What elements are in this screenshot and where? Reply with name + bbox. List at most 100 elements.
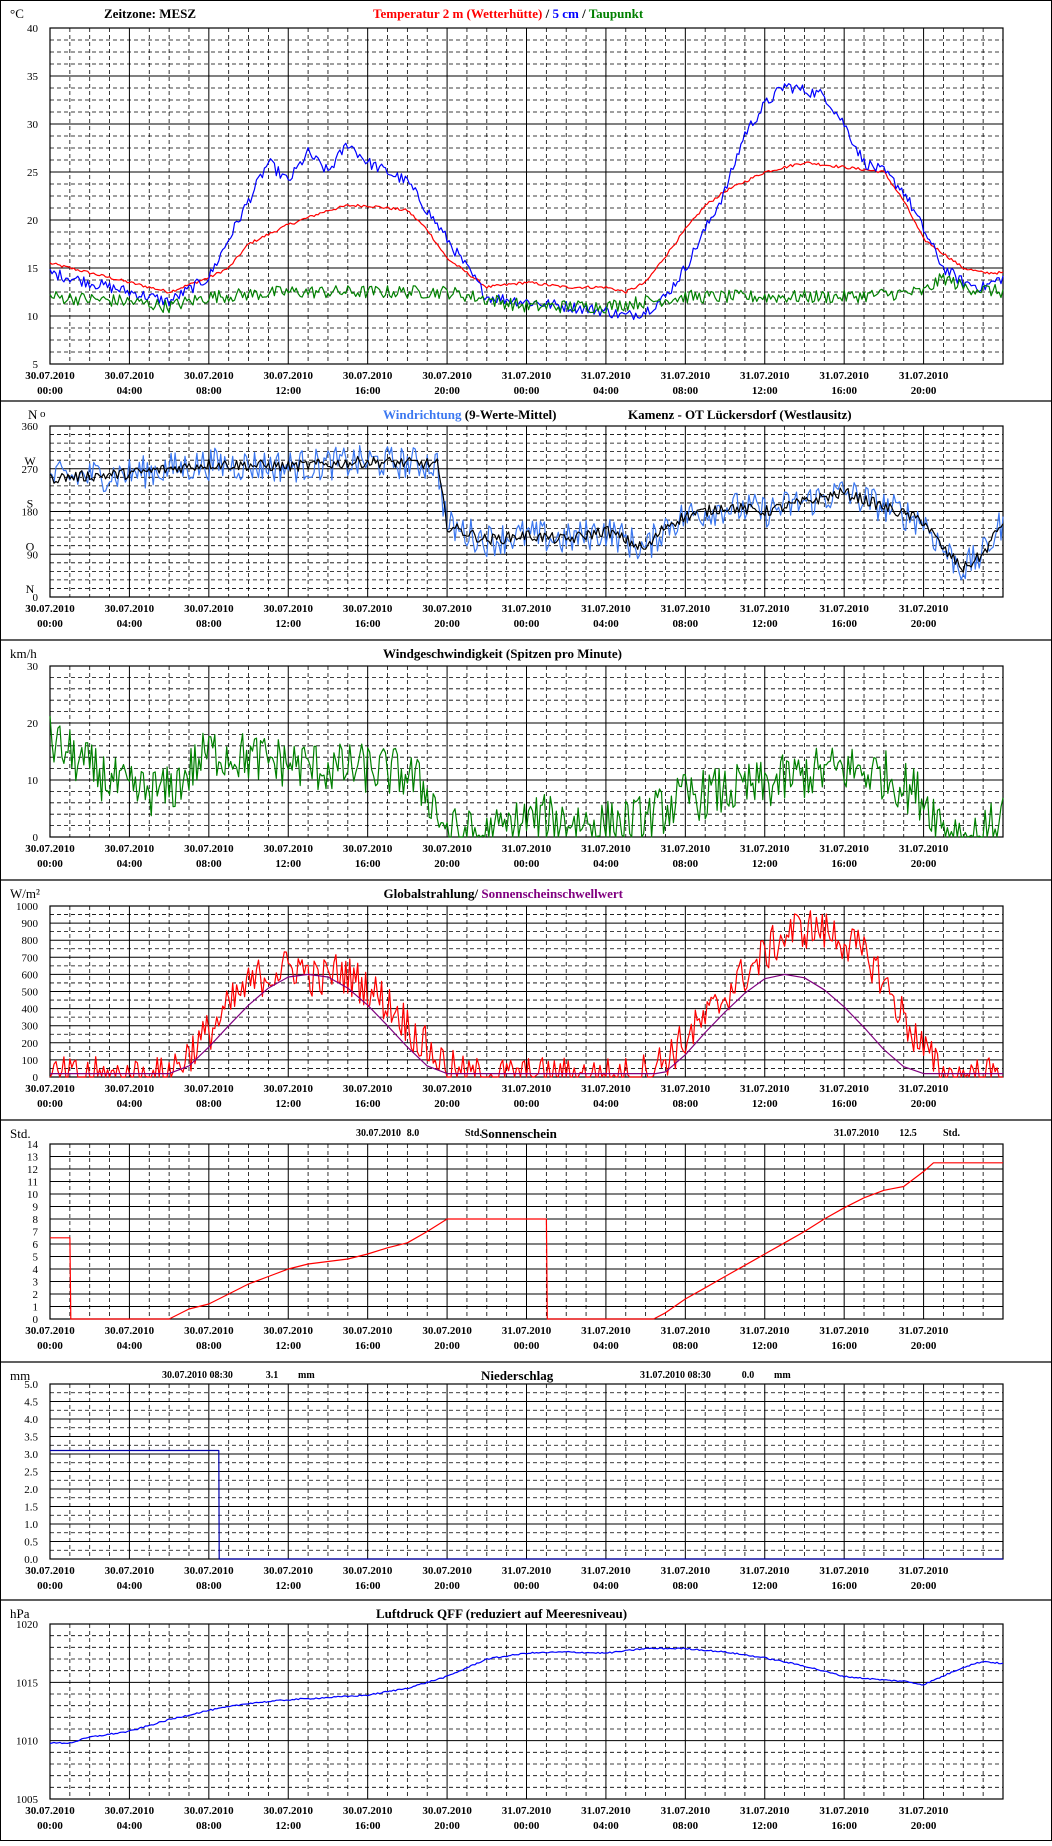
x-tick-date: 30.07.2010 (343, 603, 393, 615)
x-tick-date: 31.07.2010 (502, 1805, 552, 1817)
x-tick-time: 08:00 (196, 1580, 222, 1592)
y-tick-label: 10 (27, 311, 39, 323)
series-line-temp-1 (49, 83, 1004, 321)
x-tick-time: 04:00 (593, 385, 619, 397)
x-tick-time: 04:00 (117, 1820, 143, 1832)
y-tick-label: 1.0 (24, 1519, 38, 1531)
annotation-date: 30.07.2010 (356, 1128, 401, 1139)
x-tick-date: 31.07.2010 (502, 1565, 552, 1577)
x-tick-date: 30.07.2010 (105, 843, 155, 855)
title-part: Windrichtung (383, 407, 465, 422)
x-tick-time: 08:00 (196, 1820, 222, 1832)
x-tick-time: 08:00 (672, 1340, 698, 1352)
x-tick-date: 30.07.2010 (184, 1325, 234, 1337)
x-tick-date: 31.07.2010 (502, 603, 552, 615)
y-tick-label: 6 (33, 1239, 39, 1251)
y-tick-label: 0 (33, 832, 39, 844)
x-tick-date: 30.07.2010 (25, 370, 75, 382)
title-part: Niederschlag (481, 1368, 554, 1383)
x-tick-time: 04:00 (593, 618, 619, 630)
x-tick-date: 30.07.2010 (343, 370, 393, 382)
y-tick-label: 10 (27, 775, 39, 787)
x-tick-date: 30.07.2010 (105, 1565, 155, 1577)
timezone-label: Zeitzone: MESZ (104, 6, 196, 21)
x-tick-date: 31.07.2010 (740, 370, 790, 382)
y-tick-label: 700 (22, 952, 39, 964)
x-tick-date: 30.07.2010 (105, 1805, 155, 1817)
unit-label: N (28, 407, 38, 422)
series-line-radiation-1 (50, 973, 1003, 1075)
x-tick-time: 20:00 (434, 385, 460, 397)
x-tick-time: 08:00 (672, 618, 698, 630)
unit-label: Std. (10, 1126, 31, 1141)
x-tick-date: 30.07.2010 (343, 1805, 393, 1817)
x-tick-time: 04:00 (593, 1820, 619, 1832)
x-tick-date: 31.07.2010 (819, 1565, 869, 1577)
y-tick-label: 0 (33, 1072, 39, 1084)
x-tick-date: 30.07.2010 (105, 603, 155, 615)
compass-letter: O (26, 539, 35, 553)
plot-border (49, 425, 1004, 598)
y-tick-label: 0 (33, 592, 39, 604)
chart-title: Niederschlag (481, 1368, 554, 1383)
x-tick-date: 31.07.2010 (661, 370, 711, 382)
y-tick-label: 5 (33, 1252, 39, 1264)
y-tick-label: 1020 (16, 1619, 39, 1631)
x-tick-time: 12:00 (752, 858, 778, 870)
x-tick-time: 12:00 (752, 1340, 778, 1352)
x-tick-time: 08:00 (672, 1098, 698, 1110)
x-tick-date: 31.07.2010 (899, 1325, 949, 1337)
x-tick-date: 31.07.2010 (819, 370, 869, 382)
x-tick-time: 20:00 (434, 1820, 460, 1832)
x-tick-time: 08:00 (196, 858, 222, 870)
x-tick-time: 00:00 (514, 618, 540, 630)
title-part: Sonnenscheinschwellwert (481, 886, 623, 901)
title-part: Globalstrahlung/ (384, 886, 482, 901)
y-tick-label: 180 (22, 507, 39, 519)
x-tick-date: 30.07.2010 (422, 1083, 472, 1095)
x-tick-date: 31.07.2010 (819, 843, 869, 855)
x-tick-date: 31.07.2010 (581, 370, 631, 382)
x-tick-date: 31.07.2010 (740, 843, 790, 855)
x-tick-date: 30.07.2010 (264, 370, 314, 382)
chart-title: Luftdruck QFF (reduziert auf Meeresnivea… (376, 1606, 627, 1621)
y-tick-label: 4.5 (24, 1397, 38, 1409)
y-tick-label: 3.0 (24, 1449, 38, 1461)
series-line-radiation-0 (49, 910, 1003, 1078)
y-tick-label: 25 (27, 167, 39, 179)
x-tick-time: 20:00 (911, 1098, 937, 1110)
x-tick-date: 31.07.2010 (661, 1805, 711, 1817)
x-tick-time: 00:00 (514, 1820, 540, 1832)
x-tick-time: 04:00 (117, 1098, 143, 1110)
x-tick-date: 31.07.2010 (661, 603, 711, 615)
title-part: / (581, 6, 589, 21)
x-tick-time: 00:00 (37, 1580, 63, 1592)
y-tick-label: 15 (27, 263, 39, 275)
y-tick-label: 1 (33, 1302, 39, 1314)
unit-label: km/h (10, 646, 37, 661)
annotation-unit: mm (298, 1370, 315, 1381)
x-tick-date: 31.07.2010 (740, 1805, 790, 1817)
x-tick-time: 20:00 (911, 1820, 937, 1832)
x-tick-time: 08:00 (672, 385, 698, 397)
x-tick-date: 31.07.2010 (899, 603, 949, 615)
x-tick-date: 30.07.2010 (105, 370, 155, 382)
y-tick-label: 5 (33, 359, 39, 371)
y-tick-label: 4 (33, 1264, 39, 1276)
x-tick-date: 30.07.2010 (422, 370, 472, 382)
x-tick-date: 31.07.2010 (661, 1083, 711, 1095)
title-part: Taupunkt (589, 6, 644, 21)
annotation-value: 3.1 (266, 1370, 279, 1381)
title-part: / (545, 6, 553, 21)
y-tick-label: 2.5 (24, 1467, 38, 1479)
y-tick-label: 300 (22, 1021, 39, 1033)
x-tick-date: 31.07.2010 (581, 1805, 631, 1817)
title-part: 5 cm (552, 6, 582, 21)
x-tick-date: 31.07.2010 (740, 1083, 790, 1095)
x-tick-time: 00:00 (37, 385, 63, 397)
y-tick-label: 20 (27, 215, 39, 227)
x-tick-time: 00:00 (514, 1340, 540, 1352)
x-tick-time: 12:00 (275, 1820, 301, 1832)
series-line-temp-2 (49, 273, 1004, 314)
